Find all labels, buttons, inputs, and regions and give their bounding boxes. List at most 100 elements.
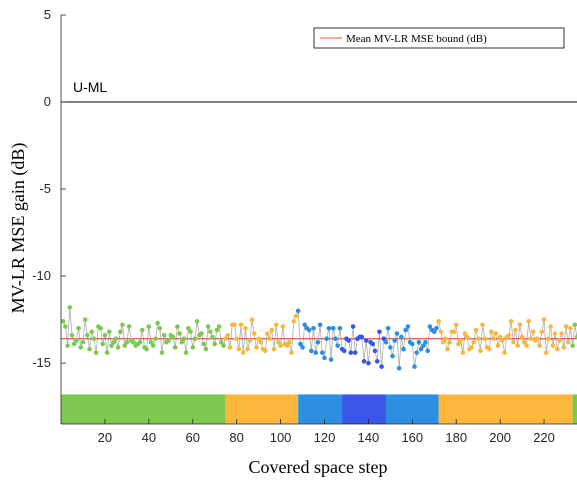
- data-point: [565, 339, 571, 345]
- data-point: [240, 350, 246, 355]
- x-tick-label: 40: [142, 430, 156, 445]
- data-point: [315, 339, 321, 345]
- data-point: [289, 350, 294, 355]
- data-point: [159, 350, 165, 355]
- data-point: [548, 324, 553, 329]
- data-point: [322, 355, 327, 361]
- data-point: [190, 345, 196, 350]
- data-point: [420, 343, 426, 348]
- data-point: [205, 324, 211, 329]
- data-point: [98, 325, 103, 331]
- plot-area: [61, 101, 577, 424]
- data-point: [460, 350, 466, 355]
- data-point: [183, 350, 189, 355]
- data-point: [381, 336, 387, 342]
- data-point: [157, 325, 163, 331]
- data-point: [166, 338, 171, 343]
- data-point: [524, 343, 529, 348]
- data-point: [456, 341, 461, 347]
- data-point: [497, 334, 503, 340]
- data-point: [161, 332, 167, 338]
- data-point: [148, 339, 154, 345]
- data-point: [243, 325, 248, 331]
- data-point: [254, 345, 259, 350]
- data-point: [313, 350, 319, 355]
- data-point: [199, 331, 204, 336]
- data-point: [170, 334, 176, 340]
- data-point: [502, 350, 507, 355]
- data-point: [418, 346, 424, 352]
- data-point: [188, 329, 193, 335]
- data-point: [122, 343, 127, 348]
- data-point: [447, 339, 452, 345]
- data-point: [511, 339, 516, 345]
- data-point: [267, 336, 272, 342]
- data-point: [559, 331, 564, 336]
- data-point: [414, 350, 420, 355]
- data-point: [537, 343, 542, 348]
- data-point: [546, 336, 551, 342]
- data-point: [363, 338, 369, 343]
- data-point: [385, 325, 391, 331]
- data-point: [63, 324, 68, 329]
- y-tick-label: 0: [44, 94, 51, 109]
- data-point: [155, 320, 160, 326]
- data-point: [348, 350, 354, 355]
- segment-bar: [572, 394, 577, 424]
- x-tick-label: 100: [270, 430, 292, 445]
- data-point: [319, 350, 325, 355]
- data-point: [192, 336, 198, 342]
- data-point: [489, 329, 494, 335]
- data-point: [71, 341, 77, 347]
- data-point: [442, 336, 448, 342]
- data-point: [438, 329, 444, 335]
- data-point: [298, 341, 303, 347]
- data-point: [113, 336, 119, 342]
- data-point: [370, 341, 376, 347]
- data-point: [572, 322, 577, 328]
- data-point: [346, 338, 351, 343]
- data-point: [480, 322, 485, 328]
- data-point: [352, 350, 358, 355]
- segment-bar: [438, 394, 573, 424]
- x-tick-label: 60: [186, 430, 200, 445]
- data-point: [218, 339, 224, 345]
- data-point: [221, 343, 226, 348]
- data-point: [561, 345, 567, 350]
- data-point: [65, 343, 70, 348]
- data-point: [396, 366, 402, 371]
- data-point: [210, 334, 215, 340]
- y-tick-label: -15: [32, 355, 51, 370]
- segment-bar: [225, 394, 299, 424]
- data-point: [522, 339, 527, 345]
- chart-marks: [60, 305, 577, 371]
- data-point: [291, 319, 297, 324]
- data-point: [366, 360, 371, 366]
- data-point: [515, 343, 521, 348]
- data-point: [309, 348, 314, 354]
- data-point: [311, 325, 316, 331]
- data-point: [225, 332, 231, 338]
- segment-bar: [298, 394, 343, 424]
- data-point: [462, 331, 468, 336]
- data-point: [526, 319, 531, 324]
- x-tick-label: 120: [314, 430, 336, 445]
- segment-bar: [61, 394, 226, 424]
- data-point: [273, 322, 279, 328]
- data-point: [513, 327, 518, 333]
- data-point: [445, 346, 450, 352]
- data-point: [258, 339, 264, 345]
- data-point: [431, 329, 437, 335]
- data-point: [568, 325, 573, 331]
- data-point: [247, 338, 253, 343]
- data-point: [552, 331, 558, 336]
- data-point: [427, 324, 433, 329]
- data-point: [212, 341, 218, 347]
- data-point: [528, 336, 534, 342]
- data-point: [394, 331, 400, 336]
- data-point: [175, 324, 180, 329]
- data-point: [262, 348, 268, 354]
- data-point: [216, 324, 222, 329]
- data-point: [238, 322, 244, 328]
- data-point: [482, 336, 488, 342]
